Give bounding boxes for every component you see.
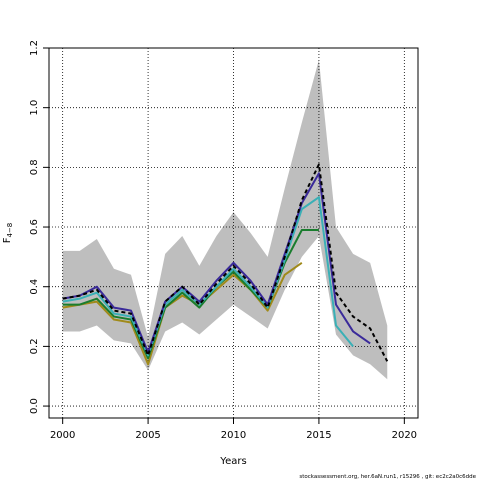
- y-tick-label: 0.6: [29, 219, 40, 235]
- x-tick-label: 2010: [221, 430, 246, 441]
- x-tick-label: 2015: [306, 430, 331, 441]
- confidence-band-layer: [62, 59, 388, 380]
- y-axis-title-main: F: [2, 237, 13, 243]
- x-tick-label: 2005: [135, 430, 160, 441]
- confidence-band: [62, 59, 388, 380]
- series-line-1: [62, 262, 303, 366]
- x-tick-label: 2000: [50, 430, 75, 441]
- axis-layer: 2000 2005 2010 2015 2020 0.0 0.2 0.4 0.6 0.8 1.0 1.…: [29, 40, 417, 441]
- x-tick-label: 2020: [392, 430, 417, 441]
- footer-credit: stockassessment.org, her.6aN.run1, r1529…: [299, 474, 476, 480]
- series-layer: [62, 163, 389, 366]
- y-axis-title: F4−8: [2, 223, 14, 244]
- y-tick-label: 1.2: [29, 40, 40, 56]
- x-axis-title: Years: [219, 456, 246, 467]
- y-tick-label: 0.0: [29, 398, 40, 414]
- y-tick-label: 0.8: [29, 159, 40, 175]
- series-line-4: [62, 172, 371, 354]
- series-line-5: [62, 163, 389, 362]
- y-tick-label: 0.2: [29, 338, 40, 354]
- y-tick-label: 1.0: [29, 100, 40, 116]
- y-axis-title-subscript: 4−8: [6, 223, 14, 238]
- y-tick-label: 0.4: [29, 279, 40, 295]
